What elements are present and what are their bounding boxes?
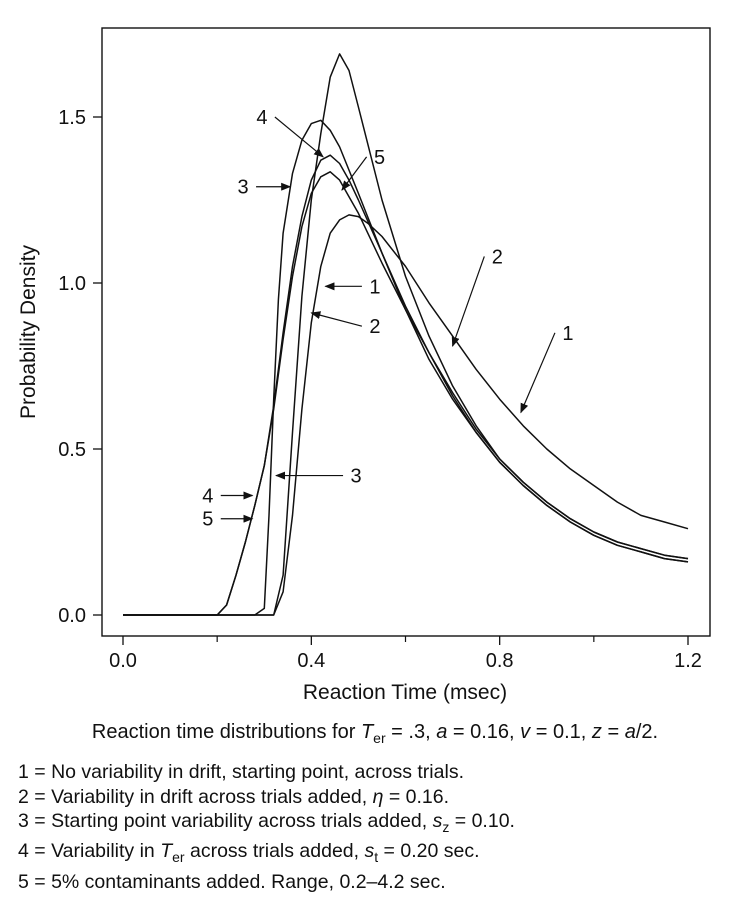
math-value: = 0.16, (447, 721, 521, 743)
y-tick-label: 1.0 (58, 273, 86, 295)
math-symbol: η (372, 785, 384, 808)
x-tick-label: 0.8 (486, 650, 514, 672)
annotation-arrow (274, 116, 324, 158)
annotation-label: 2 (369, 316, 380, 338)
math-value: /2. (635, 721, 659, 743)
annotation-arrow (520, 332, 556, 414)
annotation-label: 1 (369, 276, 380, 298)
math-symbol: a (436, 721, 448, 743)
series-line-2 (123, 53, 689, 616)
legend-item-2: 2 = Variability in drift across trials a… (18, 785, 515, 810)
legend-item-3: 3 = Starting point variability across tr… (18, 809, 515, 839)
series-line-3 (123, 119, 689, 616)
legend-number: 4 (18, 840, 29, 863)
math-subscript: er (373, 730, 386, 746)
math-symbol: s (432, 810, 443, 832)
math-value: across trials added, (184, 840, 365, 863)
y-tick-label: 1.5 (58, 107, 86, 129)
x-tick-label: 1.2 (674, 650, 702, 672)
legend-number: 2 (18, 785, 29, 808)
legend-text: = Variability in (28, 840, 161, 863)
math-value: = (601, 721, 625, 743)
series-lines (123, 53, 689, 616)
legend-item-4: 4 = Variability in Ter across trials add… (18, 839, 515, 869)
legend-number: 1 (18, 761, 29, 783)
y-tick-label: 0.5 (58, 439, 86, 461)
legend-text: = 5% contaminants added. Range, 0.2–4.2 … (28, 870, 446, 893)
y-axis-label: Probability Density (17, 245, 40, 419)
math-symbol: T (160, 840, 173, 863)
plot-frame (101, 27, 711, 637)
legend-number: 5 (18, 870, 29, 893)
x-tick-label: 0.4 (297, 650, 325, 672)
math-symbol: s (364, 840, 375, 863)
annotation-label: 5 (202, 509, 213, 531)
annotation-arrow (310, 311, 363, 327)
math-symbol: v (520, 721, 531, 743)
math-symbol: a (624, 721, 636, 743)
legend-item-1: 1 = No variability in drift, starting po… (18, 760, 515, 785)
math-value: = 0.10. (449, 810, 515, 832)
math-subscript: z (442, 818, 450, 835)
caption-prefix: Reaction time distributions for (91, 721, 361, 743)
annotation-label: 4 (202, 485, 213, 507)
series-line-4 (123, 154, 689, 616)
series-line-1 (123, 214, 689, 616)
caption-vars: Ter = .3, a = 0.16, v = 0.1, z = a/2. (360, 721, 659, 746)
caption-title: Reaction time distributions for Ter = .3… (0, 720, 750, 751)
legend-number: 3 (18, 810, 29, 832)
math-symbol: z (591, 721, 602, 743)
math-value: = 0.1, (530, 721, 592, 743)
annotation-arrow (341, 156, 368, 191)
annotation-arrow (451, 256, 485, 348)
annotation-label: 1 (562, 323, 573, 345)
annotation-label: 2 (492, 246, 503, 268)
annotation-label: 5 (374, 147, 385, 169)
series-line-5 (123, 171, 689, 616)
x-tick-label: 0.0 (109, 650, 137, 672)
curve-legend: 1 = No variability in drift, starting po… (18, 760, 515, 894)
math-subscript: t (374, 849, 379, 866)
annotation-label: 4 (256, 107, 267, 129)
math-value: = 0.20 sec. (378, 840, 480, 863)
math-value: = 0.16. (383, 785, 450, 808)
math-symbol: T (360, 721, 374, 743)
annotation-label: 3 (351, 466, 362, 488)
y-tick-label: 0.0 (58, 605, 86, 627)
annotation-label: 3 (238, 177, 249, 199)
math-subscript: er (172, 849, 185, 866)
legend-text: = No variability in drift, starting poin… (28, 761, 464, 783)
x-axis-label: Reaction Time (msec) (303, 681, 507, 704)
legend-text: = Starting point variability across tria… (28, 810, 433, 832)
axis-ticks: 0.0 0.4 0.8 1.2 0.0 0.5 1.0 1.5 (58, 107, 702, 672)
legend-item-5: 5 = 5% contaminants added. Range, 0.2–4.… (18, 870, 515, 895)
math-value: = .3, (385, 721, 437, 743)
legend-text: = Variability in drift across trials add… (28, 785, 373, 808)
